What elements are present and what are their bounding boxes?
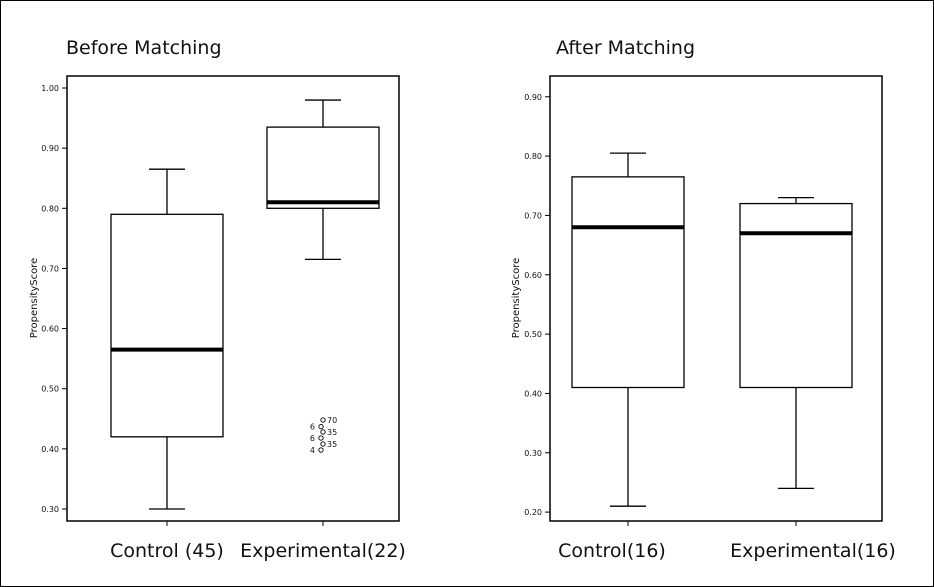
before-matching-category-experimental: Experimental(22) (240, 540, 406, 562)
before-matching-y-tick-label: 0.70 (41, 264, 59, 273)
after-matching-y-axis-label: PropensityScore (511, 258, 522, 339)
after-matching-box-experimental (739, 196, 853, 490)
before-matching-y-tick-label: 0.50 (41, 385, 59, 394)
after-matching-y-tick-label: 0.40 (524, 389, 542, 398)
outlier-label: 4 (310, 446, 315, 455)
after-matching-title: After Matching (556, 37, 695, 59)
outlier-point (318, 435, 324, 441)
after-matching-y-tick-label: 0.50 (524, 330, 542, 339)
after-matching-box-control (571, 152, 685, 507)
after-matching-y-tick-label: 0.30 (524, 449, 542, 458)
after-matching-y-tick-label: 0.70 (524, 211, 542, 220)
after-matching-plot-area (549, 75, 883, 522)
before-matching-y-tick-label: 0.60 (41, 325, 59, 334)
before-matching-boxes: 70 6 35 6 35 4 (110, 99, 380, 510)
outlier-point (320, 417, 326, 423)
before-matching-y-tick-label: 0.30 (41, 505, 59, 514)
after-matching-y-tick-label: 0.20 (524, 508, 542, 517)
outlier-point (320, 441, 326, 447)
outlier-point (318, 447, 324, 453)
before-matching-y-tick-label: 1.00 (41, 84, 59, 93)
iqr-box (739, 202, 853, 389)
after-matching-y-tick-label: 0.60 (524, 271, 542, 280)
before-matching-y-ticks: 0.30 0.40 0.50 0.60 0.70 0.80 0.90 1.00 (41, 84, 324, 526)
after-matching-panel: After Matching PropensityScore Control(1… (511, 37, 896, 562)
outlier-label: 70 (327, 416, 337, 425)
before-matching-category-control: Control (45) (110, 540, 224, 562)
outlier-point (320, 429, 326, 435)
outlier-label: 6 (310, 423, 315, 432)
before-matching-y-axis-label: PropensityScore (29, 258, 40, 339)
outlier-point (318, 423, 324, 430)
before-matching-box-experimental (266, 99, 380, 261)
iqr-box (266, 126, 380, 209)
after-matching-y-tick-label: 0.80 (524, 152, 542, 161)
after-matching-y-ticks: 0.20 0.30 0.40 0.50 0.60 0.70 0.80 0.90 (524, 93, 797, 526)
after-matching-category-control: Control(16) (558, 540, 666, 562)
after-matching-category-experimental: Experimental(16) (730, 540, 896, 562)
before-matching-panel: Before Matching PropensityScore Control … (29, 37, 406, 562)
iqr-box (110, 213, 224, 438)
outlier-label: 35 (327, 440, 337, 449)
before-matching-title: Before Matching (66, 37, 222, 59)
outlier-label: 6 (310, 434, 315, 443)
after-matching-y-tick-label: 0.90 (524, 93, 542, 102)
before-matching-y-tick-label: 0.90 (41, 144, 59, 153)
outlier-label: 35 (327, 428, 337, 437)
before-matching-y-tick-label: 0.80 (41, 204, 59, 213)
before-matching-box-control (110, 168, 224, 510)
before-matching-y-tick-label: 0.40 (41, 445, 59, 454)
iqr-box (571, 176, 685, 389)
before-matching-plot-area (66, 75, 400, 522)
after-matching-boxes (571, 152, 853, 507)
